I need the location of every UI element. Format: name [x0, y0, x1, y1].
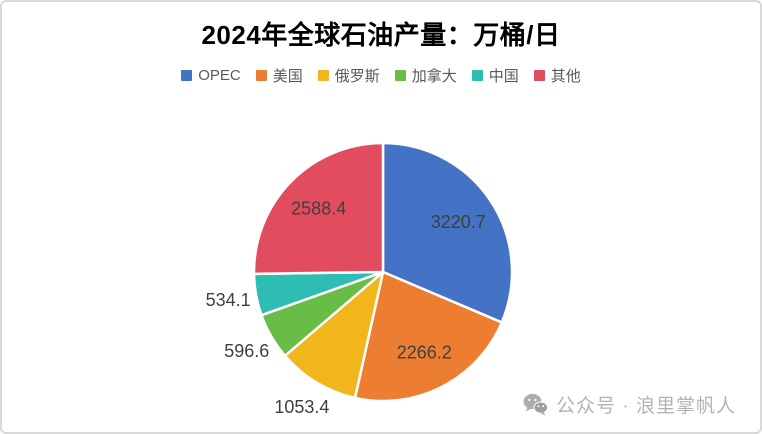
legend-item-others[interactable]: 其他 — [533, 65, 581, 86]
legend-item-opec[interactable]: OPEC — [181, 67, 241, 84]
slice-label-russia: 1053.4 — [274, 397, 329, 417]
slice-label-china: 534.1 — [206, 290, 251, 310]
legend-swatch-opec — [181, 70, 193, 81]
pie-slice-others[interactable] — [252, 141, 385, 276]
legend-item-russia[interactable]: 俄罗斯 — [317, 65, 380, 86]
pie-slice-usa[interactable] — [353, 270, 503, 403]
legend-swatch-russia — [317, 70, 329, 81]
legend-label-china: 中国 — [488, 68, 519, 85]
slice-label-usa: 2266.2 — [397, 342, 452, 362]
legend-label-russia: 俄罗斯 — [334, 68, 380, 85]
legend-label-opec: OPEC — [198, 67, 241, 84]
chart-legend: OPEC 美国 俄罗斯 加拿大 中国 其他 — [2, 65, 760, 86]
legend-item-china[interactable]: 中国 — [471, 65, 519, 86]
chart-title: 2024年全球石油产量：万桶/日 — [201, 20, 561, 50]
legend-label-canada: 加拿大 — [411, 68, 457, 85]
legend-swatch-canada — [394, 70, 406, 81]
legend-swatch-others — [533, 70, 545, 81]
watermark-text: 公众号 · 浪里掌帆人 — [556, 396, 736, 417]
pie-slice-opec[interactable] — [381, 141, 514, 324]
slice-label-opec: 3220.7 — [431, 212, 486, 232]
slice-label-canada: 596.6 — [224, 341, 269, 361]
watermark: 公众号 · 浪里掌帆人 — [523, 391, 736, 418]
legend-item-canada[interactable]: 加拿大 — [394, 65, 457, 86]
legend-item-usa[interactable]: 美国 — [255, 65, 303, 86]
legend-label-usa: 美国 — [272, 68, 303, 85]
legend-swatch-usa — [255, 70, 267, 81]
slice-label-others: 2588.4 — [291, 199, 346, 219]
pie-slice-russia[interactable] — [283, 270, 385, 400]
legend-label-others: 其他 — [550, 68, 581, 85]
legend-swatch-china — [471, 70, 483, 81]
wechat-icon — [523, 393, 549, 416]
